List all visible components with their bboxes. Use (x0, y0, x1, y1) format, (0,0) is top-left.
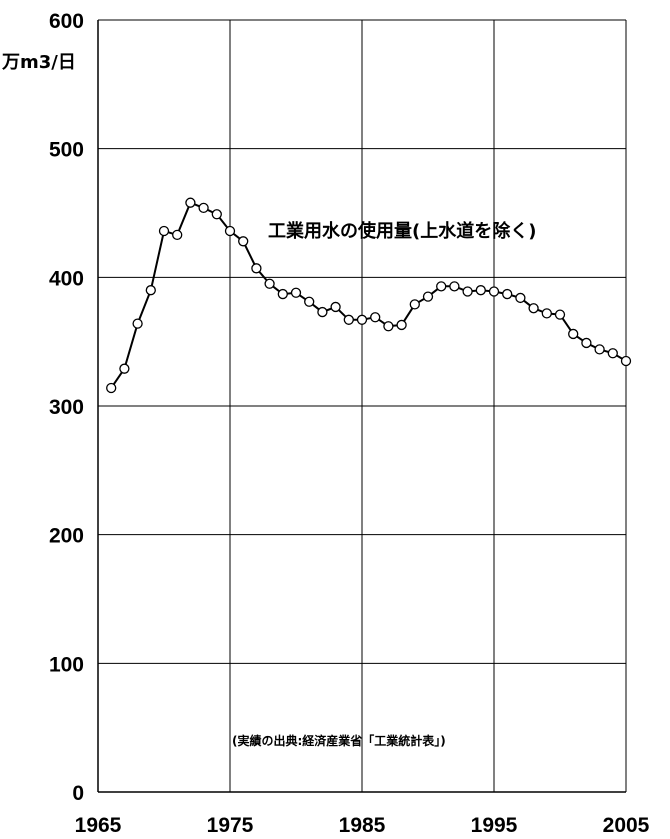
data-point (119, 363, 130, 374)
data-point (251, 263, 262, 274)
data-point (568, 328, 579, 340)
y-tick-labels: 0 100 200 300 400 500 600 (49, 10, 84, 805)
x-tick-label: 1985 (339, 814, 386, 837)
data-point (607, 348, 618, 359)
data-point (515, 292, 526, 304)
data-point (409, 299, 420, 310)
data-point (132, 318, 143, 329)
data-point (449, 281, 460, 292)
y-unit-label: 万m3/日 (1, 52, 76, 73)
data-point (264, 278, 275, 289)
data-point (172, 229, 183, 241)
data-point (528, 303, 539, 314)
data-point (106, 382, 117, 394)
data-point (304, 296, 315, 307)
data-point (475, 285, 486, 296)
data-point (158, 225, 170, 237)
data-point (541, 308, 552, 319)
data-point (370, 312, 381, 323)
data-point (581, 337, 592, 349)
data-point (198, 202, 209, 214)
y-tick-label: 400 (49, 267, 84, 290)
data-point (488, 286, 500, 297)
grid (98, 19, 627, 792)
data-point (211, 209, 222, 220)
series-label: 工業用水の使用量(上水道を除く) (268, 220, 536, 242)
axes (97, 20, 626, 793)
data-point (502, 288, 513, 300)
data-point (436, 281, 447, 292)
y-tick-label: 300 (49, 396, 84, 419)
data-point (422, 291, 434, 302)
y-tick-label: 0 (72, 782, 84, 805)
data-point (462, 286, 473, 297)
data-point (145, 285, 156, 296)
data-point (317, 306, 328, 318)
data-point (383, 321, 394, 332)
data-point (330, 301, 341, 313)
y-tick-label: 200 (49, 525, 84, 548)
data-point (343, 314, 354, 325)
x-tick-label: 1965 (75, 814, 122, 837)
data-point (224, 225, 236, 237)
x-tick-labels: 1965 1975 1985 1995 2005 (75, 814, 650, 837)
y-tick-label: 600 (49, 10, 84, 33)
series-line (110, 201, 627, 389)
y-tick-label: 100 (49, 653, 84, 676)
data-point (620, 355, 632, 367)
data-points (106, 197, 632, 394)
x-tick-label: 2005 (603, 814, 650, 837)
x-tick-label: 1975 (207, 814, 254, 837)
data-point (594, 344, 605, 355)
data-point (396, 319, 407, 331)
y-tick-label: 500 (49, 139, 84, 162)
data-point (356, 314, 368, 325)
data-point (238, 236, 249, 247)
data-point (290, 287, 302, 298)
data-point (554, 309, 566, 320)
data-point (277, 288, 288, 300)
data-point (185, 197, 196, 208)
x-tick-label: 1995 (471, 814, 518, 837)
source-note: (実績の出典:経済産業省「工業統計表」) (232, 733, 446, 748)
